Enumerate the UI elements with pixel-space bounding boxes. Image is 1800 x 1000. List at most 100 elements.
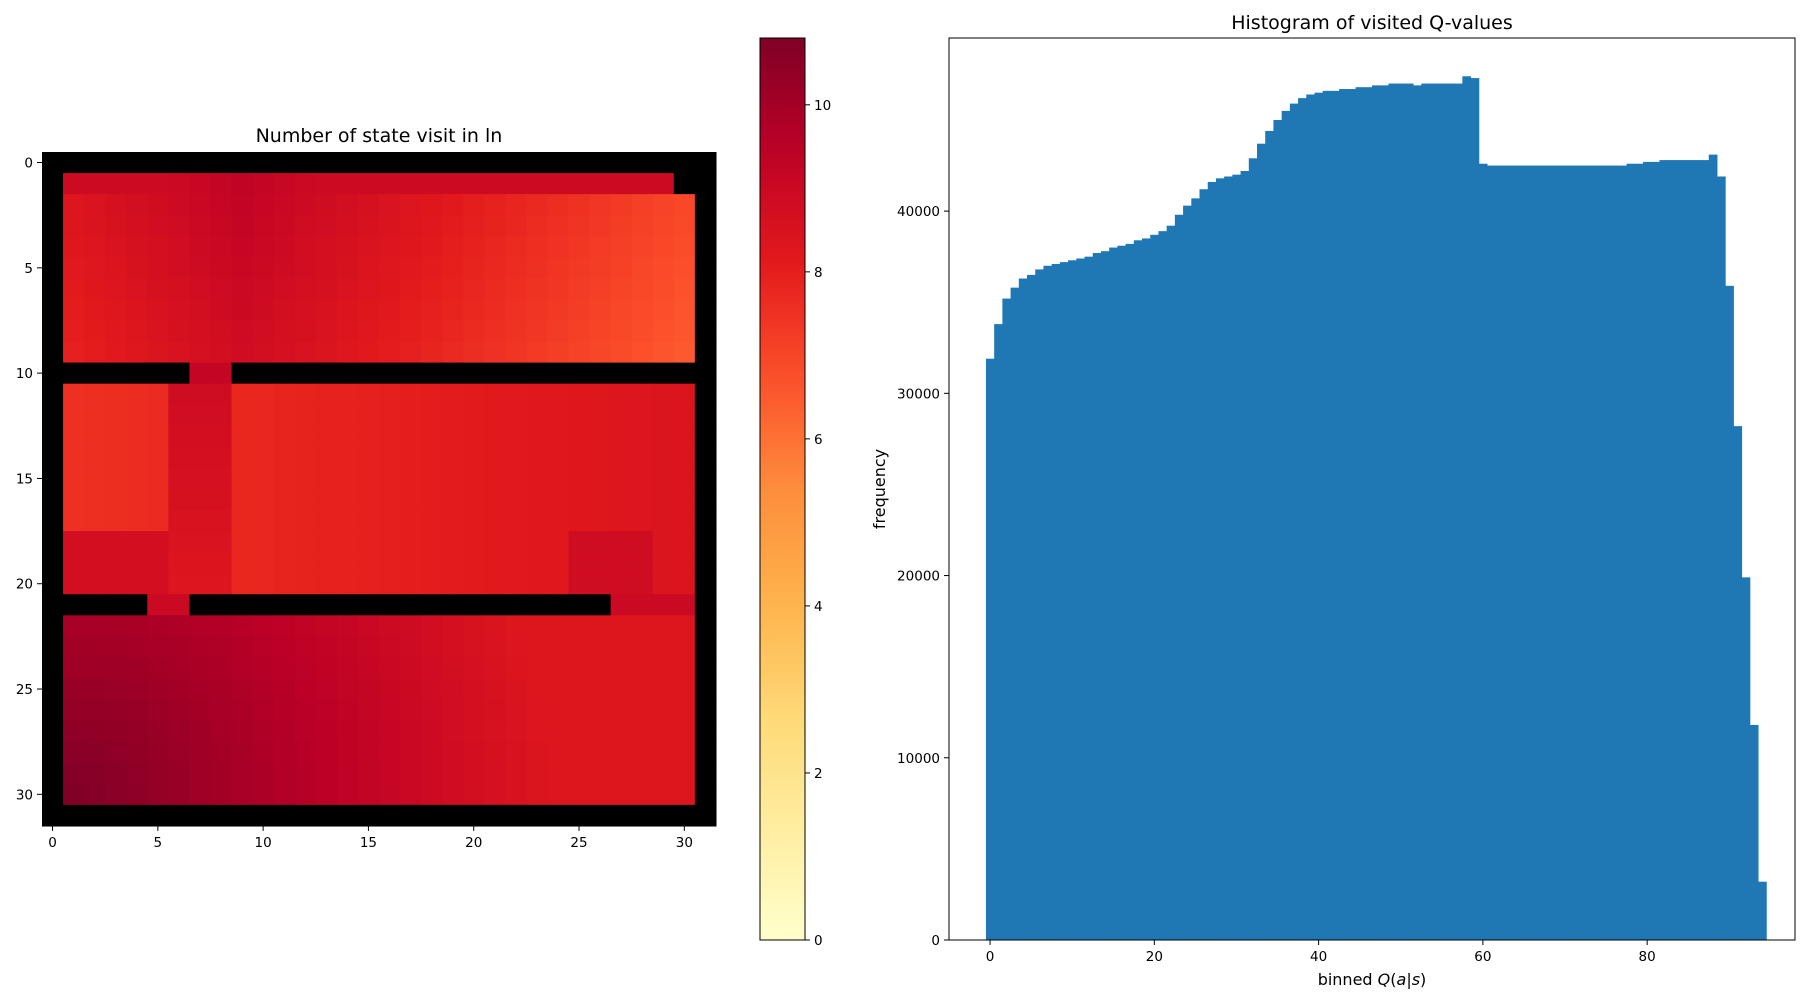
heatmap-cell xyxy=(42,257,64,279)
heatmap-cell xyxy=(147,510,169,532)
heatmap-cell xyxy=(84,404,106,427)
heatmap-cell xyxy=(694,362,717,385)
heatmap-cell xyxy=(631,320,654,343)
heatmap-cell xyxy=(547,699,570,722)
heatmap-cell xyxy=(294,804,317,827)
histogram-bar xyxy=(1347,89,1357,940)
heatmap-cell xyxy=(526,425,549,448)
heatmap-cell xyxy=(484,467,506,490)
heatmap-cell xyxy=(526,636,549,659)
histogram-bar xyxy=(1150,234,1159,941)
histogram-bar xyxy=(1560,165,1570,940)
heatmap-cell xyxy=(84,236,106,258)
heatmap-cell xyxy=(105,531,127,553)
heatmap-cell xyxy=(252,594,275,616)
heatmap-cell xyxy=(105,573,127,595)
heatmap-cell xyxy=(105,552,127,574)
heatmap-cell xyxy=(210,383,233,406)
heatmap-cell xyxy=(673,741,696,764)
heatmap-cell xyxy=(673,257,696,279)
heatmap-cell xyxy=(336,657,359,680)
heatmap-cell xyxy=(42,741,64,764)
histogram-bar xyxy=(1486,165,1496,940)
heatmap-cell xyxy=(189,341,212,364)
heatmap-cell xyxy=(568,510,591,532)
heatmap-cell xyxy=(463,320,485,343)
heatmap-cell xyxy=(357,215,380,237)
heatmap-cell xyxy=(42,236,64,258)
heatmap-cell xyxy=(421,741,443,764)
heatmap-cell xyxy=(168,278,191,301)
heatmap-cell xyxy=(231,383,254,406)
heatmap-cell xyxy=(484,531,506,553)
heatmap-cell xyxy=(126,173,148,195)
heatmap-cell xyxy=(42,488,64,511)
heatmap-cell xyxy=(189,404,212,427)
heatmap-cell xyxy=(273,531,296,553)
heatmap-cell xyxy=(673,510,696,532)
heatmap-cell xyxy=(126,510,148,532)
heatmap-cell xyxy=(63,278,85,301)
heatmap-cell xyxy=(484,362,506,385)
heatmap-cell xyxy=(442,636,464,659)
heatmap-cell xyxy=(378,278,401,301)
heatmap-cell xyxy=(42,341,64,364)
heatmap-cell xyxy=(568,467,591,490)
heatmap-cell xyxy=(610,657,633,680)
histogram-bar xyxy=(1158,231,1168,940)
heatmap-cell xyxy=(294,173,317,195)
histogram-bar xyxy=(1626,163,1636,941)
heatmap-cell xyxy=(231,573,254,595)
heatmap-cell xyxy=(42,594,64,616)
heatmap-cell xyxy=(189,383,212,406)
heatmap-cell xyxy=(400,299,422,322)
heatmap-cell xyxy=(505,657,527,680)
heatmap-cell xyxy=(147,257,169,279)
heatmap-cell xyxy=(231,173,254,195)
heatmap-y-tick-label: 30 xyxy=(16,787,33,803)
heatmap-cell xyxy=(336,678,359,701)
heatmap-cell xyxy=(694,173,717,195)
heatmap-cell xyxy=(126,236,148,258)
histogram-axes-frame xyxy=(948,37,1796,941)
histogram-bar xyxy=(1084,256,1094,940)
heatmap-cell xyxy=(694,720,717,743)
heatmap-cell xyxy=(610,404,633,427)
heatmap-cell xyxy=(442,657,464,680)
heatmap-cell xyxy=(694,467,717,490)
heatmap-cell xyxy=(400,699,422,722)
heatmap-cell xyxy=(168,573,191,595)
heatmap-cell xyxy=(357,194,380,216)
heatmap-cell xyxy=(273,194,296,216)
heatmap-cell xyxy=(526,299,549,322)
heatmap-cell xyxy=(315,299,338,322)
heatmap-cell xyxy=(547,678,570,701)
histogram-bars xyxy=(985,76,1767,941)
heatmap-cell xyxy=(84,299,106,322)
heatmap-cell xyxy=(105,383,127,406)
heatmap-cell xyxy=(273,615,296,637)
colorbar: 0 2 4 6 8 10 xyxy=(759,37,831,949)
heatmap-cell xyxy=(547,341,570,364)
heatmap-cell xyxy=(526,552,549,574)
heatmap-cell xyxy=(105,699,127,722)
heatmap-cell xyxy=(589,215,612,237)
heatmap-cell xyxy=(189,236,212,258)
histogram-bar xyxy=(1601,165,1611,940)
heatmap-cell xyxy=(652,594,675,616)
heatmap-cell xyxy=(210,425,233,448)
heatmap-cell xyxy=(105,194,127,216)
heatmap-cell xyxy=(189,446,212,469)
heatmap-cell xyxy=(294,636,317,659)
histogram-bar xyxy=(1511,165,1521,940)
heatmap-cell xyxy=(568,425,591,448)
histogram-bar xyxy=(1330,90,1340,941)
heatmap-cell xyxy=(84,383,106,406)
heatmap-cell xyxy=(484,299,506,322)
heatmap-cell xyxy=(357,552,380,574)
heatmap-cell xyxy=(147,278,169,301)
heatmap-cell xyxy=(526,720,549,743)
heatmap-cell xyxy=(505,741,527,764)
heatmap-cell xyxy=(421,173,443,195)
heatmap-cell xyxy=(84,215,106,237)
